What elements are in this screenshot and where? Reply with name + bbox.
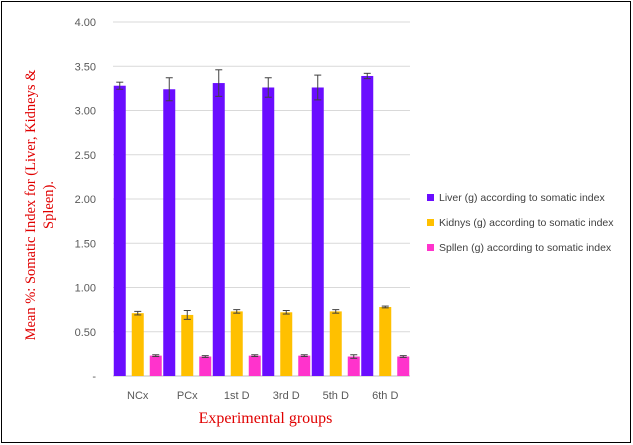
bar (262, 87, 275, 377)
bar (329, 311, 342, 376)
bars (113, 75, 410, 377)
error-bars (116, 69, 407, 359)
y-tick-label: 2.50 (75, 150, 96, 162)
y-tick-label: 1.00 (75, 283, 96, 295)
legend-swatch (427, 194, 434, 201)
bar (149, 355, 162, 376)
bar (397, 356, 410, 376)
legend-label: Spllen (g) according to somatic index (439, 242, 612, 254)
gridlines (113, 21, 410, 333)
x-tick-label: 1st D (224, 390, 250, 402)
bar (361, 75, 374, 377)
legend-swatch (427, 219, 434, 226)
bar (163, 89, 176, 376)
bar (280, 312, 293, 376)
bar (311, 87, 324, 377)
bar (230, 311, 243, 376)
y-tick-label: 2.00 (75, 194, 96, 206)
bar (298, 355, 311, 376)
bar (248, 355, 261, 376)
bar (199, 356, 212, 376)
legend-label: Liver (g) according to somatic index (439, 192, 605, 204)
legend: Liver (g) according to somatic index Kidn… (427, 192, 614, 254)
x-tick-label: PCx (177, 390, 198, 402)
bar (113, 85, 126, 376)
x-tick-label: 5th D (323, 390, 349, 402)
legend-label: Kidnys (g) according to somatic index (439, 217, 614, 229)
y-tick-label: - (92, 371, 96, 383)
bar (212, 83, 225, 376)
x-tick-label: 3rd D (273, 390, 300, 402)
bar (181, 314, 194, 376)
x-axis-title: Experimental groups (199, 410, 333, 427)
bar (131, 313, 144, 376)
y-tick-label: 1.50 (75, 238, 96, 250)
bar (379, 306, 392, 376)
x-axis-ticks: NCx PCx 1st D 3rd D 5th D 6th D (127, 390, 398, 402)
y-tick-label: 4.00 (75, 17, 96, 29)
legend-swatch (427, 244, 434, 251)
x-tick-label: NCx (127, 390, 149, 402)
bar (347, 356, 360, 376)
x-tick-label: 6th D (372, 390, 398, 402)
y-tick-label: 3.00 (75, 106, 96, 118)
y-axis-ticks: - 0.50 1.00 1.50 2.00 2.50 3.00 3.50 4.00 (75, 17, 97, 383)
y-tick-label: 3.50 (75, 61, 96, 73)
y-axis-title: Mean %: Somatic Index for (Liver, Kidney… (23, 69, 57, 341)
y-tick-label: 0.50 (75, 327, 96, 339)
